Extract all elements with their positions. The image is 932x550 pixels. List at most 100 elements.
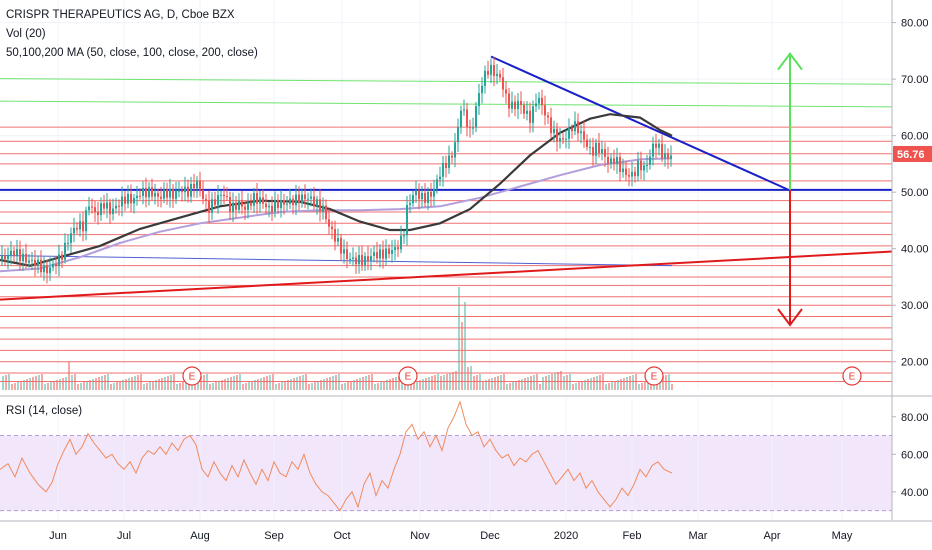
candle-body [265, 203, 267, 208]
volume-bar [290, 379, 292, 390]
volume-bar [326, 378, 328, 390]
rsi-pane[interactable] [0, 398, 892, 520]
x-tick-label: Dec [480, 530, 500, 542]
candle-body [391, 250, 393, 254]
candle-body [106, 202, 108, 209]
volume-bar [452, 372, 454, 390]
candle-body [100, 203, 102, 216]
candle-body [169, 188, 171, 198]
candle-body [226, 196, 228, 198]
volume-bar [176, 384, 178, 390]
candle-body [202, 190, 204, 200]
volume-bar [641, 383, 643, 390]
volume-bar [38, 375, 40, 390]
resistance-trendline [490, 55, 791, 192]
candle-body [514, 101, 516, 110]
candle-body [178, 190, 180, 192]
x-tick-label: Oct [333, 530, 350, 542]
volume-bar [215, 382, 217, 390]
volume-bar [50, 382, 52, 390]
volume-bar [158, 379, 160, 390]
candle-body [496, 73, 498, 76]
candle-body [505, 89, 507, 94]
volume-bar [620, 379, 622, 390]
ma-legend[interactable]: 50,100,200 MA (50, close, 100, close, 20… [6, 47, 258, 59]
candle-body [163, 189, 165, 199]
candle-body [295, 194, 297, 206]
candle-body [643, 165, 645, 171]
volume-bar [134, 376, 136, 390]
candle-body [346, 249, 348, 260]
candle-body [7, 254, 9, 260]
candle-body [307, 198, 309, 200]
candle-body [148, 187, 150, 198]
faint-trendline [0, 254, 673, 267]
candle-body [67, 242, 69, 244]
candle-body [151, 187, 153, 197]
candle-body [280, 200, 282, 209]
candle-body [406, 204, 408, 236]
candle-body [445, 162, 447, 169]
candle-body [25, 253, 27, 263]
volume-bar [410, 383, 412, 390]
volume-bar [233, 376, 235, 390]
volume-bar [533, 375, 535, 390]
volume-bar [278, 383, 280, 390]
rsi-axis[interactable]: 80.00 60.00 40.00 [892, 412, 929, 499]
volume-bar [320, 380, 322, 390]
volume-bar [515, 381, 517, 390]
candle-body [76, 227, 78, 230]
volume-legend[interactable]: Vol (20) [6, 28, 46, 40]
volume-bar [407, 384, 409, 390]
volume-bar [32, 377, 34, 390]
volume-bar [611, 382, 613, 390]
volume-bar [125, 379, 127, 390]
volume-bar [488, 379, 490, 390]
price-axis[interactable]: 80.00 70.00 60.00 50.00 40.00 30.00 20.00 [892, 18, 929, 369]
volume-bar [464, 302, 466, 390]
volume-bar [257, 379, 259, 390]
candle-body [622, 168, 624, 173]
volume-bar [299, 376, 301, 390]
ma-50-line [0, 113, 673, 267]
volume-bar [578, 382, 580, 390]
candle-body [472, 127, 474, 129]
candle-body [223, 194, 225, 197]
candle-body [271, 205, 273, 212]
y-tick-label: 70.00 [901, 74, 929, 86]
volume-bar [542, 377, 544, 390]
volume-bar [593, 377, 595, 390]
candle-body [256, 193, 258, 204]
volume-bar [557, 372, 559, 390]
time-axis[interactable]: Jun Jul Aug Sep Oct Nov Dec 2020 Feb Mar Apr May [49, 530, 853, 542]
candle-body [109, 202, 111, 215]
candle-body [181, 190, 183, 192]
candle-body [13, 250, 15, 257]
volume-bar [413, 382, 415, 390]
candle-body [430, 191, 432, 197]
candle-body [139, 195, 141, 197]
candle-body [568, 127, 570, 139]
rsi-legend[interactable]: RSI (14, close) [6, 405, 83, 417]
volume-bar [347, 382, 349, 390]
volume-bar [584, 380, 586, 390]
candle-body [532, 106, 534, 123]
candle-body [520, 100, 522, 106]
candle-body [262, 197, 264, 204]
candle-body [124, 196, 126, 204]
candle-body [388, 248, 390, 254]
volume-bar [26, 379, 28, 390]
candle-body [535, 103, 537, 107]
candle-body [304, 194, 306, 200]
candle-body [361, 255, 363, 265]
candle-body [436, 179, 438, 189]
ascending-support-line [0, 250, 892, 301]
candle-body [340, 238, 342, 254]
volume-bar [623, 378, 625, 390]
x-tick-label: Mar [689, 530, 708, 542]
chart-title[interactable]: CRISPR THERAPEUTICS AG, D, Cboe BZX [6, 9, 235, 21]
candle-body [1, 255, 3, 260]
candle-body [400, 235, 402, 250]
